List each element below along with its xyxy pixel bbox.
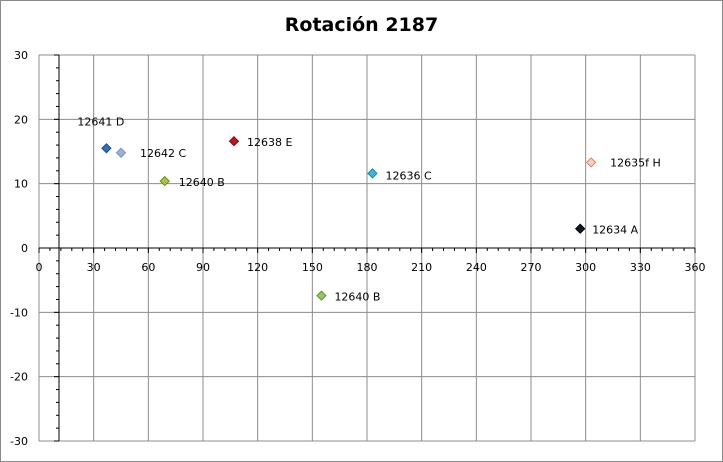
axes xyxy=(38,54,696,442)
x-tick-label: 0 xyxy=(36,261,43,274)
data-points xyxy=(101,135,597,301)
data-point-marker xyxy=(585,157,597,168)
x-tick-labels: 0 30 60 90 120 150 180 210 240 270 300 330 360 xyxy=(36,261,706,274)
data-point-label: 12635f H xyxy=(610,156,661,169)
data-point-marker xyxy=(159,175,170,187)
x-tick-label: 300 xyxy=(575,261,596,274)
data-point-label: 12638 E xyxy=(247,136,292,149)
x-tick-label: 360 xyxy=(685,261,706,274)
y-tick-label: -30 xyxy=(10,435,28,448)
data-point-label: 12642 C xyxy=(140,147,186,160)
y-tick-label: 10 xyxy=(14,178,28,191)
x-tick-label: 210 xyxy=(411,261,432,274)
data-point-label: 12641 D xyxy=(77,115,124,128)
x-tick-label: 240 xyxy=(466,261,487,274)
data-point-marker xyxy=(574,223,586,234)
x-tick-label: 150 xyxy=(302,261,323,274)
chart-title: Rotación 2187 xyxy=(284,14,439,36)
x-tick-label: 60 xyxy=(141,261,155,274)
y-tick-label: -10 xyxy=(10,306,28,319)
y-tick-label: 20 xyxy=(14,113,28,126)
x-tick-label: 330 xyxy=(630,261,651,274)
x-tick-label: 270 xyxy=(521,261,542,274)
data-point-label: 12636 C xyxy=(385,169,431,182)
data-point-label: 12640 B xyxy=(179,176,225,189)
data-point-marker xyxy=(228,135,240,147)
y-tick-labels: -30 -20 -10 0 10 20 30 xyxy=(10,49,28,448)
y-tick-label: -20 xyxy=(10,371,28,384)
x-tick-label: 90 xyxy=(196,261,210,274)
data-point-marker xyxy=(316,290,327,301)
x-tick-label: 120 xyxy=(247,261,268,274)
data-point-marker xyxy=(367,168,378,179)
y-tick-label: 0 xyxy=(21,242,28,255)
data-point-marker xyxy=(101,143,112,154)
x-tick-label: 30 xyxy=(87,261,101,274)
x-tick-label: 180 xyxy=(357,261,378,274)
data-point-label: 12640 B xyxy=(334,291,380,304)
data-point-marker xyxy=(115,147,127,158)
data-point-label: 12634 A xyxy=(592,224,638,237)
data-labels: 12641 D 12642 C 12640 B 12638 E 12636 C 12640… xyxy=(77,115,660,303)
y-tick-label: 30 xyxy=(14,49,28,62)
